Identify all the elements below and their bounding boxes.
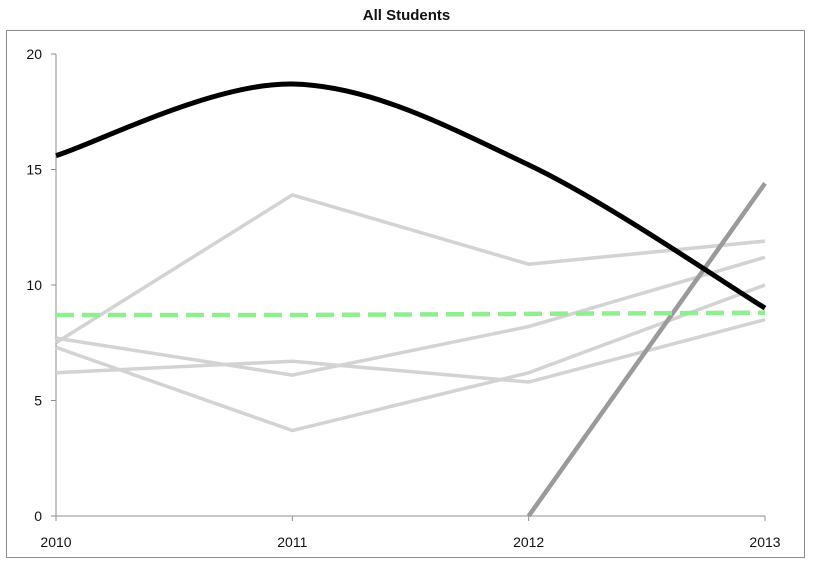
tick-labels: 0 5 10 15 20 2010 2011 2012 2013: [26, 46, 780, 550]
y-tick-label: 5: [34, 393, 42, 409]
y-tick-label: 0: [34, 508, 42, 524]
y-tick-label: 10: [26, 277, 42, 293]
y-tick-label: 15: [26, 162, 42, 178]
chart-frame: [6, 30, 805, 558]
series-group: [55, 81, 767, 518]
x-tick-label: 2012: [513, 534, 544, 550]
x-tick-label: 2010: [40, 534, 71, 550]
x-tick-label: 2011: [277, 534, 307, 550]
series-line-2: [55, 283, 766, 433]
series-line-6: [56, 310, 766, 318]
series-line-5: [526, 182, 767, 518]
series-line-7: [55, 81, 767, 311]
y-tick-label: 20: [26, 46, 42, 62]
chart-title: All Students: [362, 7, 451, 24]
x-tick-label: 2013: [749, 534, 780, 550]
series-line-1: [55, 193, 766, 345]
series-line-4: [55, 255, 766, 377]
axes: [51, 53, 766, 521]
